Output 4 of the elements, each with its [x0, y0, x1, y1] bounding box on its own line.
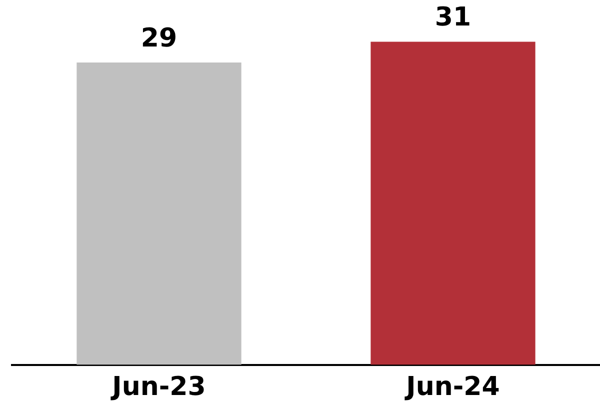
data-label: 29 — [140, 23, 178, 54]
x-tick-label: Jun-23 — [110, 372, 206, 402]
x-tick-label: Jun-24 — [404, 372, 500, 402]
data-label: 31 — [434, 2, 472, 32]
